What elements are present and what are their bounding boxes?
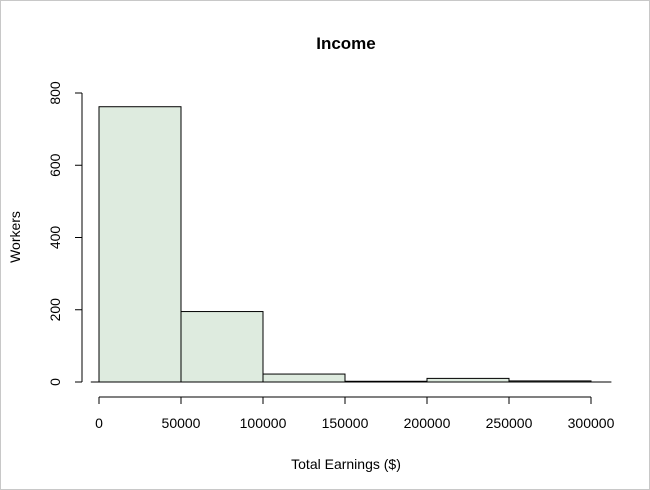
y-axis: 0 200 400 600 800 (47, 81, 83, 386)
chart-title: Income (316, 34, 376, 53)
y-tick-label-800: 800 (47, 81, 63, 105)
x-tick-label-200000: 200000 (404, 415, 451, 431)
bars-group (98, 106, 592, 383)
histogram-bar-5 (426, 377, 510, 383)
x-tick-label-250000: 250000 (486, 415, 533, 431)
histogram-bar-3 (262, 373, 346, 383)
x-tick-label-0: 0 (95, 415, 103, 431)
y-axis-label: Workers (7, 211, 23, 263)
x-tick-label-50000: 50000 (162, 415, 201, 431)
y-tick-label-600: 600 (47, 153, 63, 177)
histogram-bar-2 (180, 311, 264, 383)
y-tick-label-200: 200 (47, 298, 63, 322)
x-tick-label-150000: 150000 (322, 415, 369, 431)
x-tick-label-100000: 100000 (240, 415, 287, 431)
x-axis: 0 50000 100000 150000 200000 250000 300000 (95, 396, 615, 431)
x-axis-label: Total Earnings ($) (291, 456, 401, 472)
y-tick-label-0: 0 (47, 378, 63, 386)
x-tick-label-300000: 300000 (568, 415, 615, 431)
y-tick-label-400: 400 (47, 226, 63, 250)
histogram-bar-1 (98, 106, 182, 383)
